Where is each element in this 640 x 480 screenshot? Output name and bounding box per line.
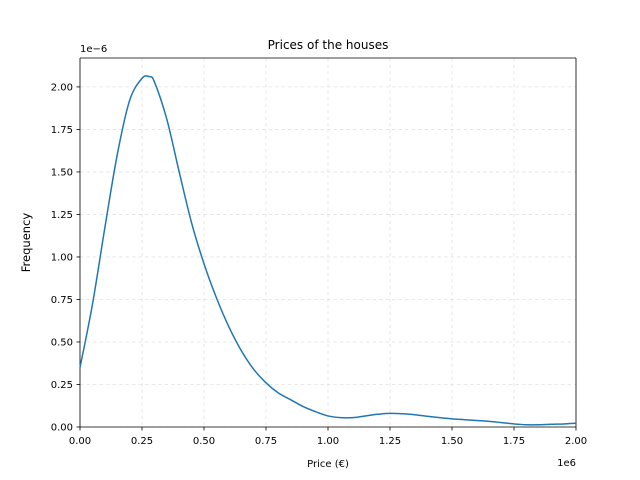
x-axis-label: Price (€) [307,459,349,470]
x-axis-ticks: 0.00 0.25 0.50 0.75 1.00 1.25 1.50 1.75 2.00 [69,427,587,447]
y-tick-label: 0.50 [51,338,73,349]
x-tick-label: 1.25 [379,436,401,447]
y-tick-label: 2.00 [51,83,73,94]
x-tick-label: 0.50 [193,436,215,447]
y-tick-label: 1.00 [51,253,73,264]
x-tick-label: 0.00 [69,436,91,447]
density-series-line [79,75,577,426]
x-tick-label: 1.00 [317,436,339,447]
y-axis-ticks: 0.00 0.25 0.50 0.75 1.00 1.25 1.50 1.75 2.00 [51,83,80,434]
y-axis-offset-label: 1e−6 [80,44,107,55]
y-tick-label: 1.75 [51,125,73,136]
y-tick-label: 0.75 [51,295,73,306]
y-tick-label: 1.50 [51,168,73,179]
x-tick-label: 0.25 [131,436,153,447]
x-tick-label: 0.75 [255,436,277,447]
chart-title: Prices of the houses [268,38,389,52]
x-tick-label: 1.75 [503,436,525,447]
y-tick-label: 1.25 [51,210,73,221]
x-axis-offset-label: 1e6 [557,458,576,469]
y-axis-label: Frequency [19,213,33,273]
y-tick-label: 0.00 [51,423,73,434]
x-tick-label: 1.50 [441,436,463,447]
y-tick-label: 0.25 [51,380,73,391]
x-tick-label: 2.00 [565,436,587,447]
